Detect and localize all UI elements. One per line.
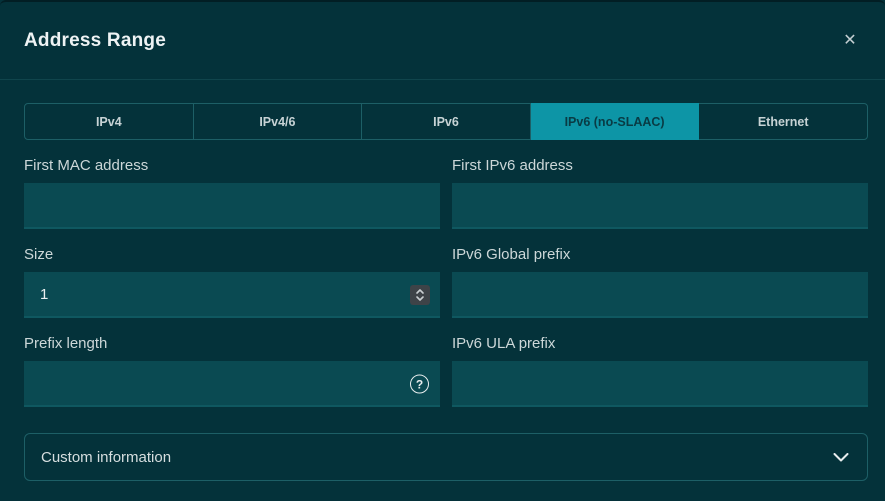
tab-ipv6-no-slaac[interactable]: IPv6 (no-SLAAC) bbox=[530, 103, 700, 140]
field-first-ipv6: First IPv6 address bbox=[452, 157, 868, 229]
global-prefix-input-wrap bbox=[452, 272, 868, 318]
help-icon[interactable]: ? bbox=[410, 374, 429, 394]
global-prefix-input[interactable] bbox=[452, 272, 868, 318]
prefix-length-input[interactable] bbox=[24, 361, 440, 407]
field-first-mac: First MAC address bbox=[24, 157, 440, 229]
size-label: Size bbox=[24, 246, 54, 263]
modal-header: Address Range ✕ bbox=[0, 2, 885, 80]
field-global-prefix: IPv6 Global prefix bbox=[452, 246, 868, 318]
custom-information-label: Custom information bbox=[41, 448, 172, 466]
size-input-wrap bbox=[24, 272, 440, 318]
tab-ethernet[interactable]: Ethernet bbox=[757, 114, 809, 129]
first-ipv6-label: First IPv6 address bbox=[452, 157, 573, 174]
chevron-down-icon bbox=[833, 452, 849, 461]
prefix-length-label: Prefix length bbox=[24, 335, 108, 352]
ula-prefix-input[interactable] bbox=[452, 361, 868, 407]
tab-ipv4[interactable]: IPv4 bbox=[25, 103, 194, 140]
stepper-chevrons-icon bbox=[416, 289, 424, 301]
global-prefix-label: IPv6 Global prefix bbox=[452, 246, 571, 263]
address-type-tabbar: IPv4 IPv4/6 IPv6 IPv6 (no-SLAAC) Etherne… bbox=[24, 103, 868, 140]
first-ipv6-input-wrap bbox=[452, 183, 868, 229]
field-size: Size bbox=[24, 246, 440, 318]
address-range-form: First MAC address First IPv6 address Siz… bbox=[24, 157, 868, 407]
page-title: Address Range bbox=[24, 29, 166, 51]
close-icon[interactable]: ✕ bbox=[839, 30, 861, 52]
field-prefix-length: Prefix length ? bbox=[24, 335, 440, 407]
custom-information-accordion[interactable]: Custom information bbox=[24, 433, 868, 481]
first-mac-label: First MAC address bbox=[24, 157, 149, 174]
prefix-length-input-wrap: ? bbox=[24, 361, 440, 407]
first-mac-input-wrap bbox=[24, 183, 440, 229]
field-ula-prefix: IPv6 ULA prefix bbox=[452, 335, 868, 407]
ula-prefix-input-wrap bbox=[452, 361, 868, 407]
first-ipv6-input[interactable] bbox=[452, 183, 868, 229]
tab-ipv6[interactable]: IPv6 bbox=[362, 103, 531, 140]
ula-prefix-label: IPv6 ULA prefix bbox=[452, 335, 556, 352]
size-input[interactable] bbox=[24, 272, 440, 318]
quantity-stepper[interactable] bbox=[410, 285, 430, 305]
first-mac-input[interactable] bbox=[24, 183, 440, 229]
tab-ipv4-6[interactable]: IPv4/6 bbox=[194, 103, 363, 140]
